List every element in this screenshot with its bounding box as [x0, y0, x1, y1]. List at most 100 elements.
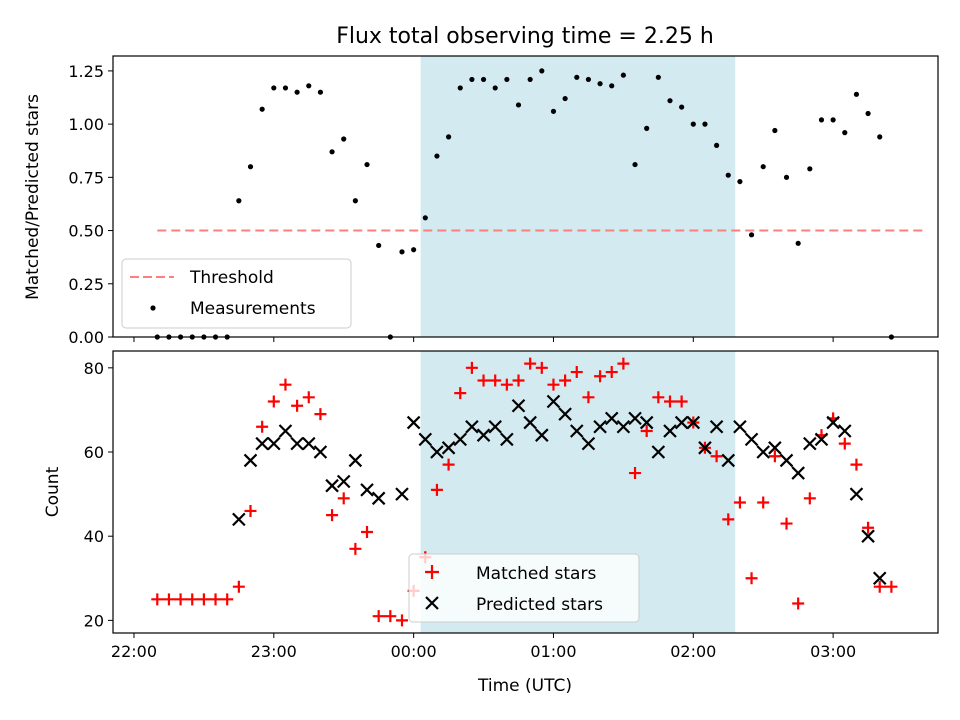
measurements-point-55: [795, 240, 801, 246]
measurements-point-29: [492, 85, 498, 91]
x-tick-label-0: 22:00: [111, 642, 157, 661]
predicted-stars-point-23: [511, 398, 526, 413]
predicted-stars-point-18: [453, 432, 468, 447]
measurements-point-57: [818, 117, 825, 123]
predicted-stars-point-5: [290, 436, 304, 451]
matched-stars-point-51: [745, 572, 758, 585]
matched-stars-point-45: [675, 395, 688, 408]
predicted-stars-point-15: [418, 432, 433, 447]
matched-stars-point-21: [395, 614, 408, 627]
measurements-point-19: [376, 242, 382, 249]
y-tick-label-top-1: 0.25: [68, 275, 104, 294]
measurements-point-14: [317, 89, 324, 95]
measurements-point-54: [783, 174, 790, 180]
predicted-stars-point-22: [500, 432, 514, 447]
matched-stars-point-41: [629, 467, 642, 480]
measurements-point-61: [865, 110, 871, 117]
measurements-point-62: [877, 134, 883, 140]
predicted-stars-point-11: [360, 483, 374, 497]
predicted-stars-point-3: [267, 436, 281, 451]
predicted-stars-point-44: [756, 445, 770, 459]
y-axis-label-top: Matched/Predicted stars: [23, 94, 43, 300]
predicted-stars-point-21: [488, 419, 502, 434]
matched-stars-point-12: [291, 399, 304, 412]
matched-stars-point-61: [862, 521, 875, 534]
matched-stars-point-35: [559, 374, 572, 387]
predicted-stars-point-32: [616, 419, 631, 434]
measurements-point-10: [271, 85, 277, 91]
matched-stars-point-62: [873, 580, 886, 593]
matched-stars-point-5: [209, 593, 222, 606]
measurements-point-56: [807, 166, 813, 172]
predicted-stars-point-24: [523, 415, 537, 430]
matched-stars-point-10: [267, 395, 280, 408]
predicted-stars-point-48: [803, 436, 817, 451]
matched-stars-point-44: [663, 395, 676, 408]
matched-stars-point-50: [733, 496, 746, 509]
measurements-point-21: [399, 249, 405, 255]
y-tick-label-top-5: 1.25: [68, 62, 104, 81]
legend-predicted-label: Predicted stars: [476, 595, 603, 615]
predicted-stars-point-19: [465, 419, 479, 434]
predicted-stars-point-46: [779, 453, 794, 468]
measurements-point-18: [364, 161, 370, 168]
legend-threshold-label: Threshold: [189, 268, 274, 288]
measurements-point-30: [504, 76, 510, 83]
matched-stars-point-37: [582, 391, 595, 404]
predicted-stars-point-16: [430, 445, 444, 459]
y-tick-label-bottom-3: 80: [84, 359, 104, 378]
measurements-point-17: [352, 198, 358, 204]
matched-stars-point-24: [430, 483, 443, 496]
measurements-point-25: [445, 134, 452, 140]
measurements-point-35: [562, 95, 568, 102]
matched-stars-point-56: [803, 492, 816, 505]
predicted-stars-point-38: [686, 415, 701, 430]
measurements-point-50: [737, 178, 743, 185]
measurements-point-44: [667, 98, 673, 104]
matched-stars-point-32: [524, 357, 537, 370]
predicted-stars-point-26: [546, 394, 561, 409]
measurements-point-24: [434, 153, 440, 159]
measurements-point-26: [457, 85, 463, 91]
matched-stars-point-13: [302, 391, 315, 404]
x-tick-label-3: 01:00: [530, 642, 576, 661]
legend-matched-swatch: [425, 565, 439, 579]
matched-stars-point-63: [885, 580, 898, 593]
measurements-point-59: [842, 130, 848, 136]
measurements-point-60: [853, 91, 860, 97]
predicted-stars-point-10: [348, 453, 363, 468]
matched-stars-point-7: [232, 580, 245, 593]
matched-stars-point-49: [722, 513, 735, 526]
measurements-point-41: [632, 161, 638, 168]
measurements-point-36: [574, 74, 580, 80]
measurements-point-15: [329, 149, 335, 155]
matched-stars-point-34: [547, 378, 560, 391]
measurements-point-34: [550, 108, 557, 114]
predicted-stars-point-2: [255, 436, 269, 451]
y-tick-label-top-4: 1.00: [68, 115, 104, 134]
predicted-stars-point-47: [791, 466, 805, 480]
measurements-point-42: [644, 125, 650, 131]
predicted-stars-point-1: [243, 453, 258, 468]
predicted-stars-point-42: [733, 419, 747, 434]
matched-stars-point-43: [652, 391, 665, 404]
y-tick-label-bottom-0: 20: [84, 611, 104, 630]
matched-stars-point-26: [454, 387, 467, 400]
matched-stars-point-17: [349, 542, 362, 555]
y-tick-label-bottom-2: 60: [84, 443, 104, 462]
matched-stars-point-0: [151, 593, 164, 606]
predicted-stars-point-43: [744, 432, 759, 447]
measurements-point-40: [620, 72, 626, 78]
matched-stars-point-28: [477, 374, 490, 387]
matched-stars-point-36: [570, 366, 583, 379]
predicted-stars-point-30: [593, 419, 607, 434]
predicted-stars-point-39: [698, 441, 712, 455]
legend-bottom: Matched stars Predicted stars: [408, 553, 640, 623]
x-tick-label-4: 02:00: [670, 642, 716, 661]
predicted-stars-point-53: [861, 529, 875, 543]
measurements-point-28: [480, 76, 487, 83]
predicted-stars-point-33: [628, 411, 642, 426]
predicted-stars-point-9: [336, 474, 351, 489]
measurements-point-52: [760, 164, 766, 170]
